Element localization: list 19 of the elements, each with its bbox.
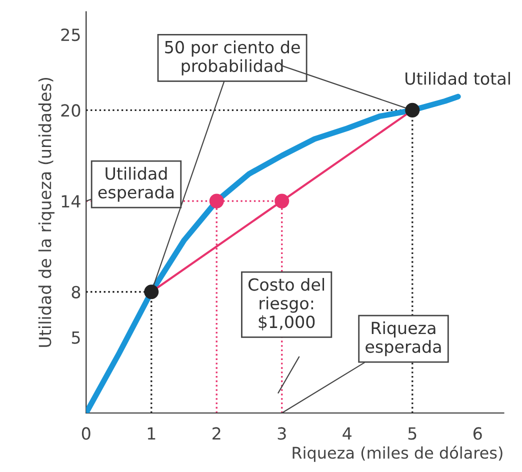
x-tick-label: 1 xyxy=(148,427,156,440)
annotation: Costo del riesgo: $1,000 xyxy=(248,278,324,330)
x-tick-label: 0 xyxy=(82,427,90,440)
y-tick-label: 25 xyxy=(61,28,80,42)
x-tick-label: 6 xyxy=(473,427,482,440)
y-tick-label: 5 xyxy=(72,331,80,344)
annotation: Riqueza esperada xyxy=(366,321,441,356)
x-tick-label: 2 xyxy=(212,427,220,440)
x-tick-label: 5 xyxy=(408,427,416,440)
y-tick-label: 8 xyxy=(72,286,80,298)
y-tick-label: 14 xyxy=(62,195,80,208)
annotation: 50 por ciento de probabilidad xyxy=(165,40,300,76)
annotation: Utilidad total xyxy=(406,72,510,85)
x-tick-label: 3 xyxy=(278,427,286,440)
annotation: Utilidad esperada xyxy=(98,166,174,202)
y-axis-title: Utilidad de la riqueza (unidades) xyxy=(38,78,55,347)
y-tick-label: 20 xyxy=(61,104,80,117)
x-tick-label: 4 xyxy=(342,427,352,440)
x-axis-title: Riqueza (miles de dólares) xyxy=(292,446,502,462)
